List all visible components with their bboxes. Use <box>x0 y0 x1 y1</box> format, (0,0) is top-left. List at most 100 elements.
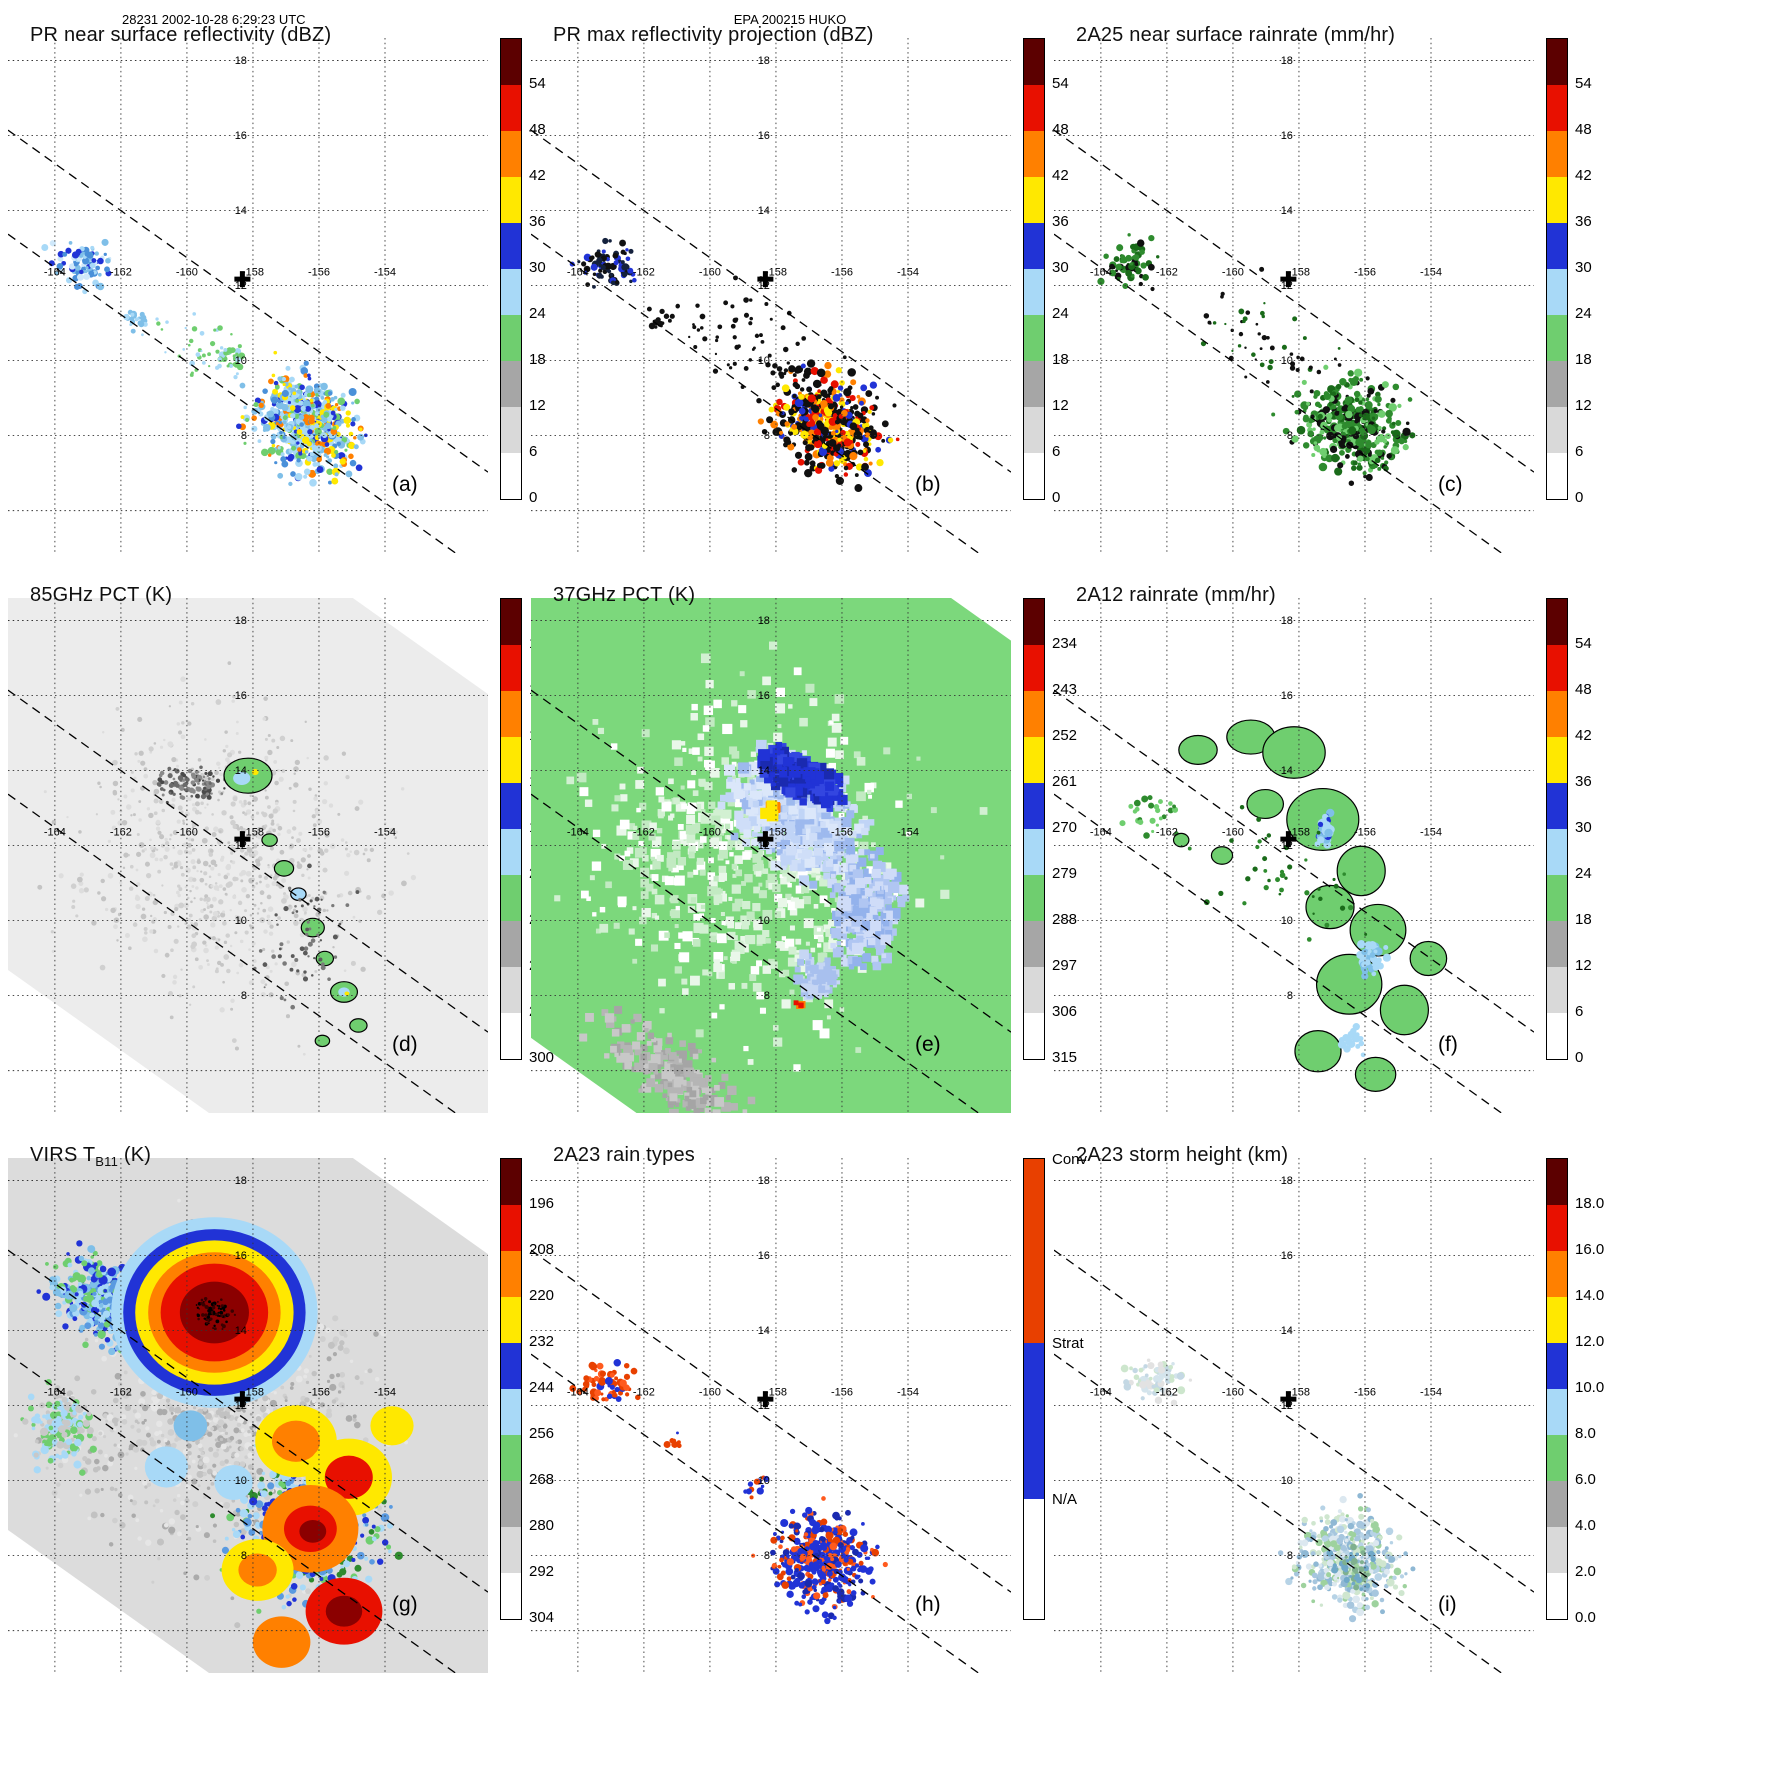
colorbar-segment <box>501 1481 521 1527</box>
colorbar-segment <box>501 39 521 85</box>
lon-label: -164 <box>1090 827 1112 839</box>
colorbar-tick: 0 <box>1575 1049 1584 1066</box>
colorbar-segment <box>501 1435 521 1481</box>
colorbar-segment <box>1547 223 1567 269</box>
lat-label: 14 <box>758 1325 770 1337</box>
lat-label: 10 <box>235 355 247 367</box>
colorbar-tick: 36 <box>1575 773 1592 790</box>
colorbar-tick: 42 <box>1052 167 1069 184</box>
colorbar-tick: 0 <box>1052 489 1061 506</box>
colorbar-tick: 36 <box>529 213 546 230</box>
panel-title-text: 2A25 near surface rainrate (mm/hr) <box>1076 24 1396 46</box>
colorbar-tick: 8.0 <box>1575 1425 1596 1442</box>
graticule <box>531 38 1011 553</box>
colorbar-tick: 54 <box>529 75 546 92</box>
colorbar-tick: 306 <box>1052 1003 1078 1020</box>
panel-letter: (g) <box>392 1593 418 1616</box>
colorbar-segment <box>1024 85 1044 131</box>
colorbar-tick: 36 <box>1052 213 1069 230</box>
colorbar-segment <box>501 1205 521 1251</box>
graticule <box>1054 598 1534 1113</box>
data-layer <box>569 237 900 492</box>
colorbar-segment <box>1024 1013 1044 1059</box>
lat-label: 8 <box>241 990 247 1002</box>
colorbar-segment <box>501 407 521 453</box>
lon-label: -156 <box>308 827 330 839</box>
colorbar-tick: 24 <box>1575 865 1592 882</box>
swath-edge-line <box>1054 233 1503 553</box>
colorbar-tick: 252 <box>1052 727 1078 744</box>
colorbar-tick: 6 <box>529 443 538 460</box>
colorbar-segment <box>501 1013 521 1059</box>
colorbar-segment <box>1547 829 1567 875</box>
colorbar-segment <box>1547 1205 1567 1251</box>
lon-label: -156 <box>308 267 330 279</box>
lon-label: -158 <box>242 267 264 279</box>
colorbar-segment <box>1547 1389 1567 1435</box>
lat-label: 16 <box>758 1250 770 1262</box>
panel-title-text: (K) <box>118 1144 152 1166</box>
swath-edge-line <box>531 233 980 553</box>
colorbar-segment <box>1547 269 1567 315</box>
lat-label: 8 <box>764 430 770 442</box>
lon-label: -160 <box>699 267 721 279</box>
colorbar-tick: 315 <box>1052 1049 1078 1066</box>
colorbar-tick: 12.0 <box>1575 1333 1605 1350</box>
colorbar-segment <box>1547 39 1567 85</box>
lon-label: -164 <box>567 1387 589 1399</box>
colorbar-segment <box>1547 645 1567 691</box>
lon-label: -164 <box>1090 1387 1112 1399</box>
panel-letter: (d) <box>392 1033 418 1056</box>
overpass-timestamp: 28231 2002-10-28 6:29:23 UTC <box>122 12 306 27</box>
colorbar-tick: 288 <box>1052 911 1078 928</box>
colorbar-segment <box>1547 407 1567 453</box>
colorbar-tick: 54 <box>1575 635 1592 652</box>
colorbar-tick: 12 <box>1052 397 1069 414</box>
swath-edge-line <box>1054 1353 1503 1673</box>
colorbar-segment <box>501 1343 521 1389</box>
map-h: -164-162-160-158-156-15418161412108(h) <box>531 1158 1011 1673</box>
lat-label: 16 <box>235 130 247 142</box>
storm-center-marker <box>757 831 774 848</box>
panel-a: -164 -162 -160 -158 -156 -154 18 16 14 12 10 8 (a) PR… <box>0 0 546 560</box>
colorbar-segment <box>1547 875 1567 921</box>
map-i: -164-162-160-158-156-15418161412108(i) <box>1054 1158 1534 1673</box>
colorbar-segment <box>1024 177 1044 223</box>
lon-label: -158 <box>242 1387 264 1399</box>
data-layer <box>8 598 488 1113</box>
panel-letter: (a) <box>392 473 418 496</box>
colorbar-tick: 48 <box>1575 681 1592 698</box>
colorbar-f <box>1546 598 1568 1060</box>
lat-label: 16 <box>1281 1250 1293 1262</box>
colorbar-segment <box>501 783 521 829</box>
colorbar-tick: 42 <box>529 167 546 184</box>
lon-label: -158 <box>765 827 787 839</box>
lon-label: -154 <box>374 827 396 839</box>
lat-label: 10 <box>758 355 770 367</box>
colorbar-segment <box>501 1251 521 1297</box>
colorbar-tick: 14.0 <box>1575 1287 1605 1304</box>
colorbar-segment <box>501 177 521 223</box>
lon-label: -158 <box>1288 1387 1310 1399</box>
colorbar-tick: 232 <box>529 1333 555 1350</box>
colorbar-tick: 12 <box>529 397 546 414</box>
lon-label: -156 <box>1354 267 1376 279</box>
lon-label: -154 <box>374 1387 396 1399</box>
lat-label: 14 <box>235 1325 247 1337</box>
colorbar-tick: 220 <box>529 1287 555 1304</box>
panel-title-text: 37GHz PCT (K) <box>553 584 696 606</box>
colorbar-segment <box>1547 967 1567 1013</box>
lat-label: 18 <box>1281 1175 1293 1187</box>
lat-label: 18 <box>758 1175 770 1187</box>
colorbar-segment <box>501 269 521 315</box>
colorbar-tick: 6 <box>1575 443 1584 460</box>
panel-title: PR near surface reflectivity (dBZ) <box>30 24 331 47</box>
colorbar-tick: 256 <box>529 1425 555 1442</box>
panel-d: -164-162-160-158-156-15418161412108(d)85… <box>0 560 554 1120</box>
colorbar-tick: 292 <box>529 1563 555 1580</box>
colorbar-tick: 12 <box>1575 397 1592 414</box>
map-b: -164 -162 -160 -158 -156 -154 18 16 14 12 10 8 (b) <box>531 38 1011 553</box>
colorbar-tick: 297 <box>1052 957 1078 974</box>
colorbar-tick: 0 <box>529 489 538 506</box>
lon-label: -164 <box>44 827 66 839</box>
